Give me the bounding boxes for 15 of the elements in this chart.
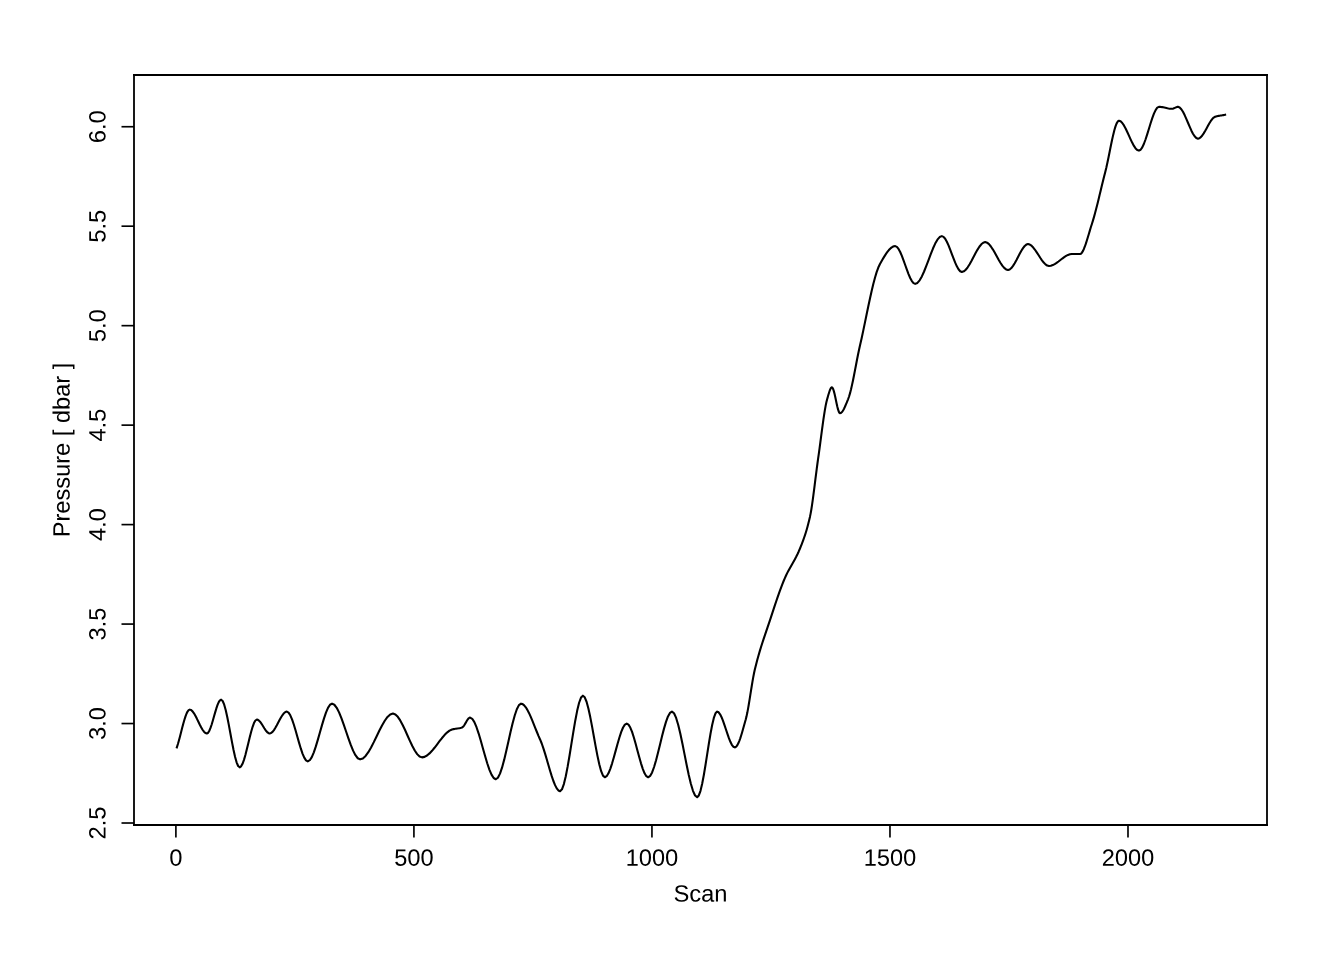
y-tick-label: 3.5 xyxy=(89,608,106,640)
x-tick-label: 500 xyxy=(395,849,433,866)
x-tick-label: 2000 xyxy=(1102,849,1154,866)
y-tick-label: 6.0 xyxy=(89,111,106,142)
x-axis-title: Scan xyxy=(674,885,726,902)
y-tick-label: 5.5 xyxy=(89,210,106,242)
x-tick-label: 1500 xyxy=(865,849,916,866)
x-tick-label: 0 xyxy=(170,849,182,866)
y-axis-title: Pressure [ dbar ] xyxy=(52,364,75,536)
y-tick-label: 5.0 xyxy=(89,310,106,342)
x-tick-label: 1000 xyxy=(627,849,678,866)
y-tick-label: 3.0 xyxy=(89,708,106,740)
y-tick-label: 2.5 xyxy=(89,807,106,839)
y-tick-label: 4.0 xyxy=(89,509,106,541)
y-tick-label: 4.5 xyxy=(89,409,106,441)
